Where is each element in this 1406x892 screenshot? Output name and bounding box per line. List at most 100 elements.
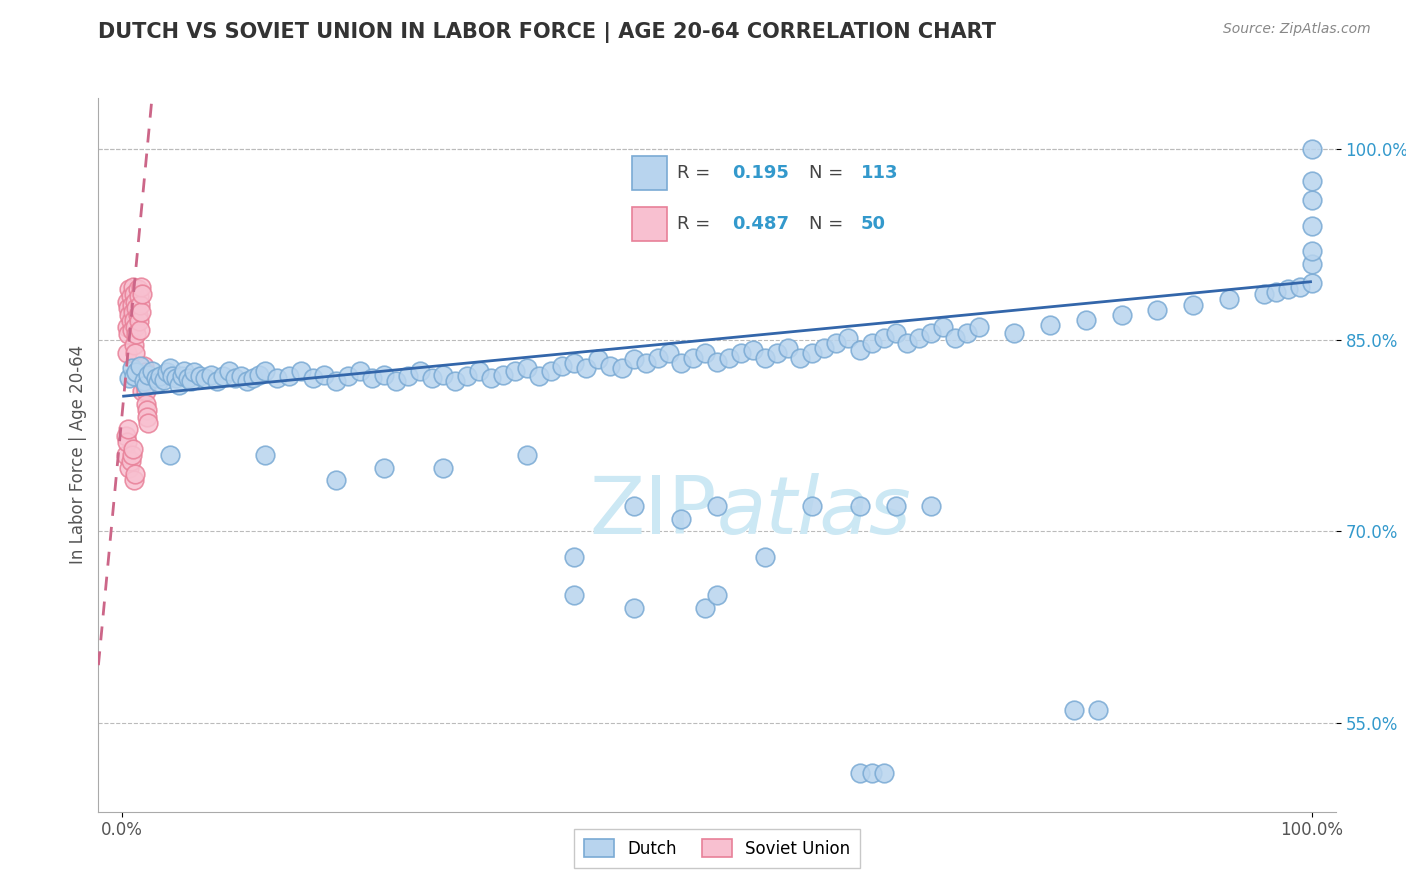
Point bbox=[1301, 244, 1323, 258]
Point bbox=[1301, 219, 1323, 233]
Point bbox=[122, 474, 145, 488]
Point bbox=[420, 371, 443, 385]
Point bbox=[325, 374, 347, 388]
Text: 0.487: 0.487 bbox=[733, 215, 789, 234]
Point bbox=[1253, 287, 1275, 301]
Point bbox=[125, 326, 148, 341]
Point bbox=[128, 288, 150, 302]
Point bbox=[408, 364, 430, 378]
Text: atlas: atlas bbox=[717, 473, 912, 551]
Point bbox=[132, 371, 155, 385]
Point bbox=[658, 346, 681, 360]
Point bbox=[492, 368, 515, 382]
Point bbox=[120, 454, 142, 468]
Point bbox=[138, 368, 160, 382]
Point bbox=[212, 368, 235, 383]
Point bbox=[682, 351, 704, 365]
Point bbox=[706, 499, 728, 513]
Point bbox=[1301, 174, 1323, 188]
Point bbox=[121, 323, 143, 337]
Point bbox=[266, 371, 288, 385]
Point bbox=[516, 448, 538, 462]
Point bbox=[717, 351, 740, 365]
Text: ZIP: ZIP bbox=[589, 473, 717, 551]
Point bbox=[849, 499, 872, 513]
Point bbox=[120, 288, 142, 302]
Point bbox=[1301, 276, 1323, 290]
Point bbox=[231, 368, 253, 383]
Point bbox=[131, 287, 153, 301]
Point bbox=[277, 368, 299, 383]
Point bbox=[118, 460, 141, 475]
Point bbox=[253, 364, 276, 378]
Point bbox=[813, 341, 835, 355]
Point bbox=[623, 600, 645, 615]
Point bbox=[956, 326, 979, 340]
Point bbox=[118, 308, 141, 322]
Text: DUTCH VS SOVIET UNION IN LABOR FORCE | AGE 20-64 CORRELATION CHART: DUTCH VS SOVIET UNION IN LABOR FORCE | A… bbox=[98, 22, 997, 44]
Point bbox=[860, 335, 883, 350]
Point bbox=[127, 308, 149, 322]
Point bbox=[247, 368, 270, 382]
Point bbox=[115, 295, 138, 310]
Point bbox=[122, 338, 145, 352]
Point bbox=[695, 346, 717, 360]
Point bbox=[141, 364, 163, 378]
Point bbox=[896, 335, 918, 350]
Point bbox=[610, 361, 633, 376]
Point bbox=[789, 351, 811, 365]
Text: N =: N = bbox=[808, 215, 849, 234]
Point bbox=[224, 371, 246, 385]
Point bbox=[218, 364, 240, 378]
Point bbox=[149, 368, 172, 383]
Point bbox=[122, 305, 145, 319]
Point bbox=[884, 326, 907, 340]
Point bbox=[872, 766, 894, 780]
Point bbox=[671, 356, 693, 370]
Point bbox=[671, 511, 693, 525]
Point bbox=[301, 371, 323, 385]
Point bbox=[169, 377, 191, 392]
Point bbox=[122, 313, 145, 327]
Point bbox=[135, 397, 157, 411]
Point bbox=[551, 359, 574, 373]
Point bbox=[129, 359, 152, 373]
Point bbox=[153, 373, 176, 387]
Point bbox=[801, 346, 824, 360]
Point bbox=[200, 368, 222, 382]
Point bbox=[124, 346, 146, 360]
Point bbox=[173, 364, 195, 378]
Point bbox=[337, 368, 360, 383]
Point bbox=[176, 371, 198, 385]
Point bbox=[562, 588, 585, 602]
Point bbox=[124, 320, 146, 334]
Point bbox=[125, 365, 148, 379]
Text: N =: N = bbox=[808, 164, 849, 182]
Point bbox=[134, 377, 156, 392]
Point bbox=[1087, 703, 1109, 717]
Point bbox=[129, 279, 152, 293]
Y-axis label: In Labor Force | Age 20-64: In Labor Force | Age 20-64 bbox=[69, 345, 87, 565]
Point bbox=[115, 320, 138, 334]
Point bbox=[634, 356, 657, 370]
Point bbox=[503, 364, 526, 378]
Point bbox=[290, 364, 312, 378]
Point bbox=[943, 331, 966, 345]
Point bbox=[159, 448, 181, 462]
Text: 113: 113 bbox=[860, 164, 898, 182]
Point bbox=[444, 374, 467, 388]
Point bbox=[115, 435, 138, 450]
Point bbox=[1289, 279, 1312, 293]
Point bbox=[131, 384, 153, 399]
Point bbox=[872, 331, 894, 345]
Point bbox=[527, 368, 550, 383]
Point bbox=[849, 343, 872, 358]
Point bbox=[314, 368, 336, 382]
Point bbox=[159, 361, 181, 376]
Point bbox=[132, 359, 155, 373]
Point bbox=[160, 368, 183, 383]
Point bbox=[456, 368, 478, 383]
Point bbox=[127, 282, 149, 296]
Point bbox=[373, 460, 395, 475]
Point bbox=[468, 364, 491, 378]
